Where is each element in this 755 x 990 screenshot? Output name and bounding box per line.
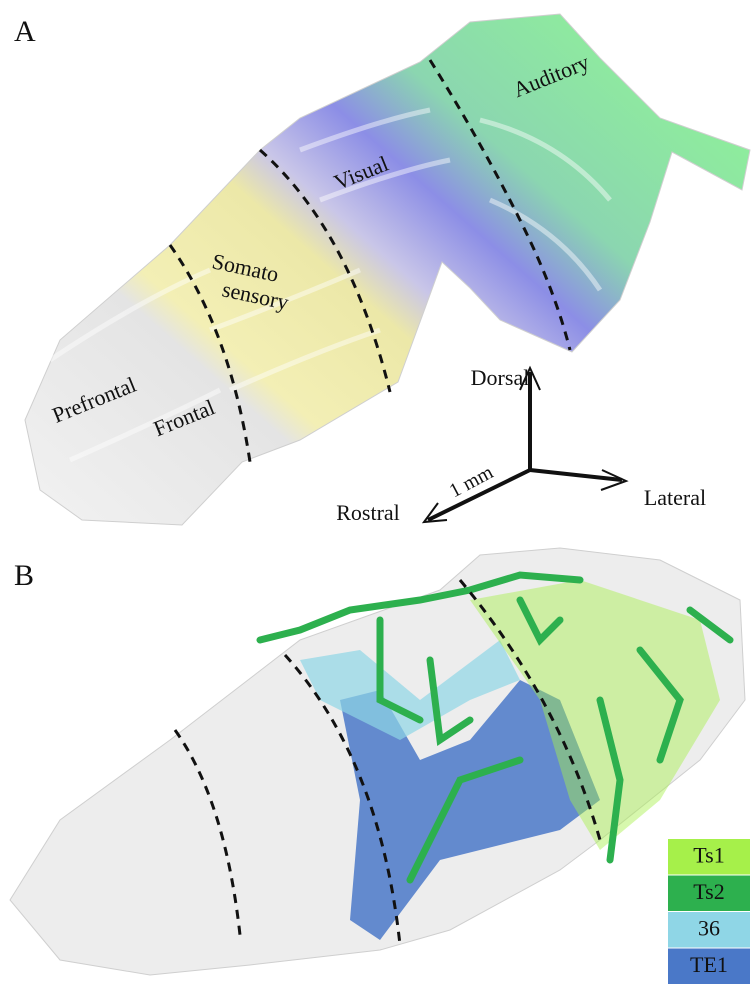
cortex-surface xyxy=(25,14,750,525)
legend-label: TE1 xyxy=(690,952,728,977)
panel-label: A xyxy=(14,15,36,48)
legend-label: Ts2 xyxy=(693,879,724,904)
panel-label: B xyxy=(14,559,34,592)
axis-label: Lateral xyxy=(644,485,706,510)
axis-label: Dorsal xyxy=(471,365,530,390)
scale-label: 1 mm xyxy=(446,461,497,502)
axis-label: Rostral xyxy=(336,500,400,525)
legend-label: 36 xyxy=(698,915,720,940)
figure: A Prefrontal Frontal Somato sensory Visu… xyxy=(0,0,755,990)
legend-label: Ts1 xyxy=(693,842,724,867)
legend: Ts1 Ts2 36 TE1 xyxy=(668,839,750,984)
